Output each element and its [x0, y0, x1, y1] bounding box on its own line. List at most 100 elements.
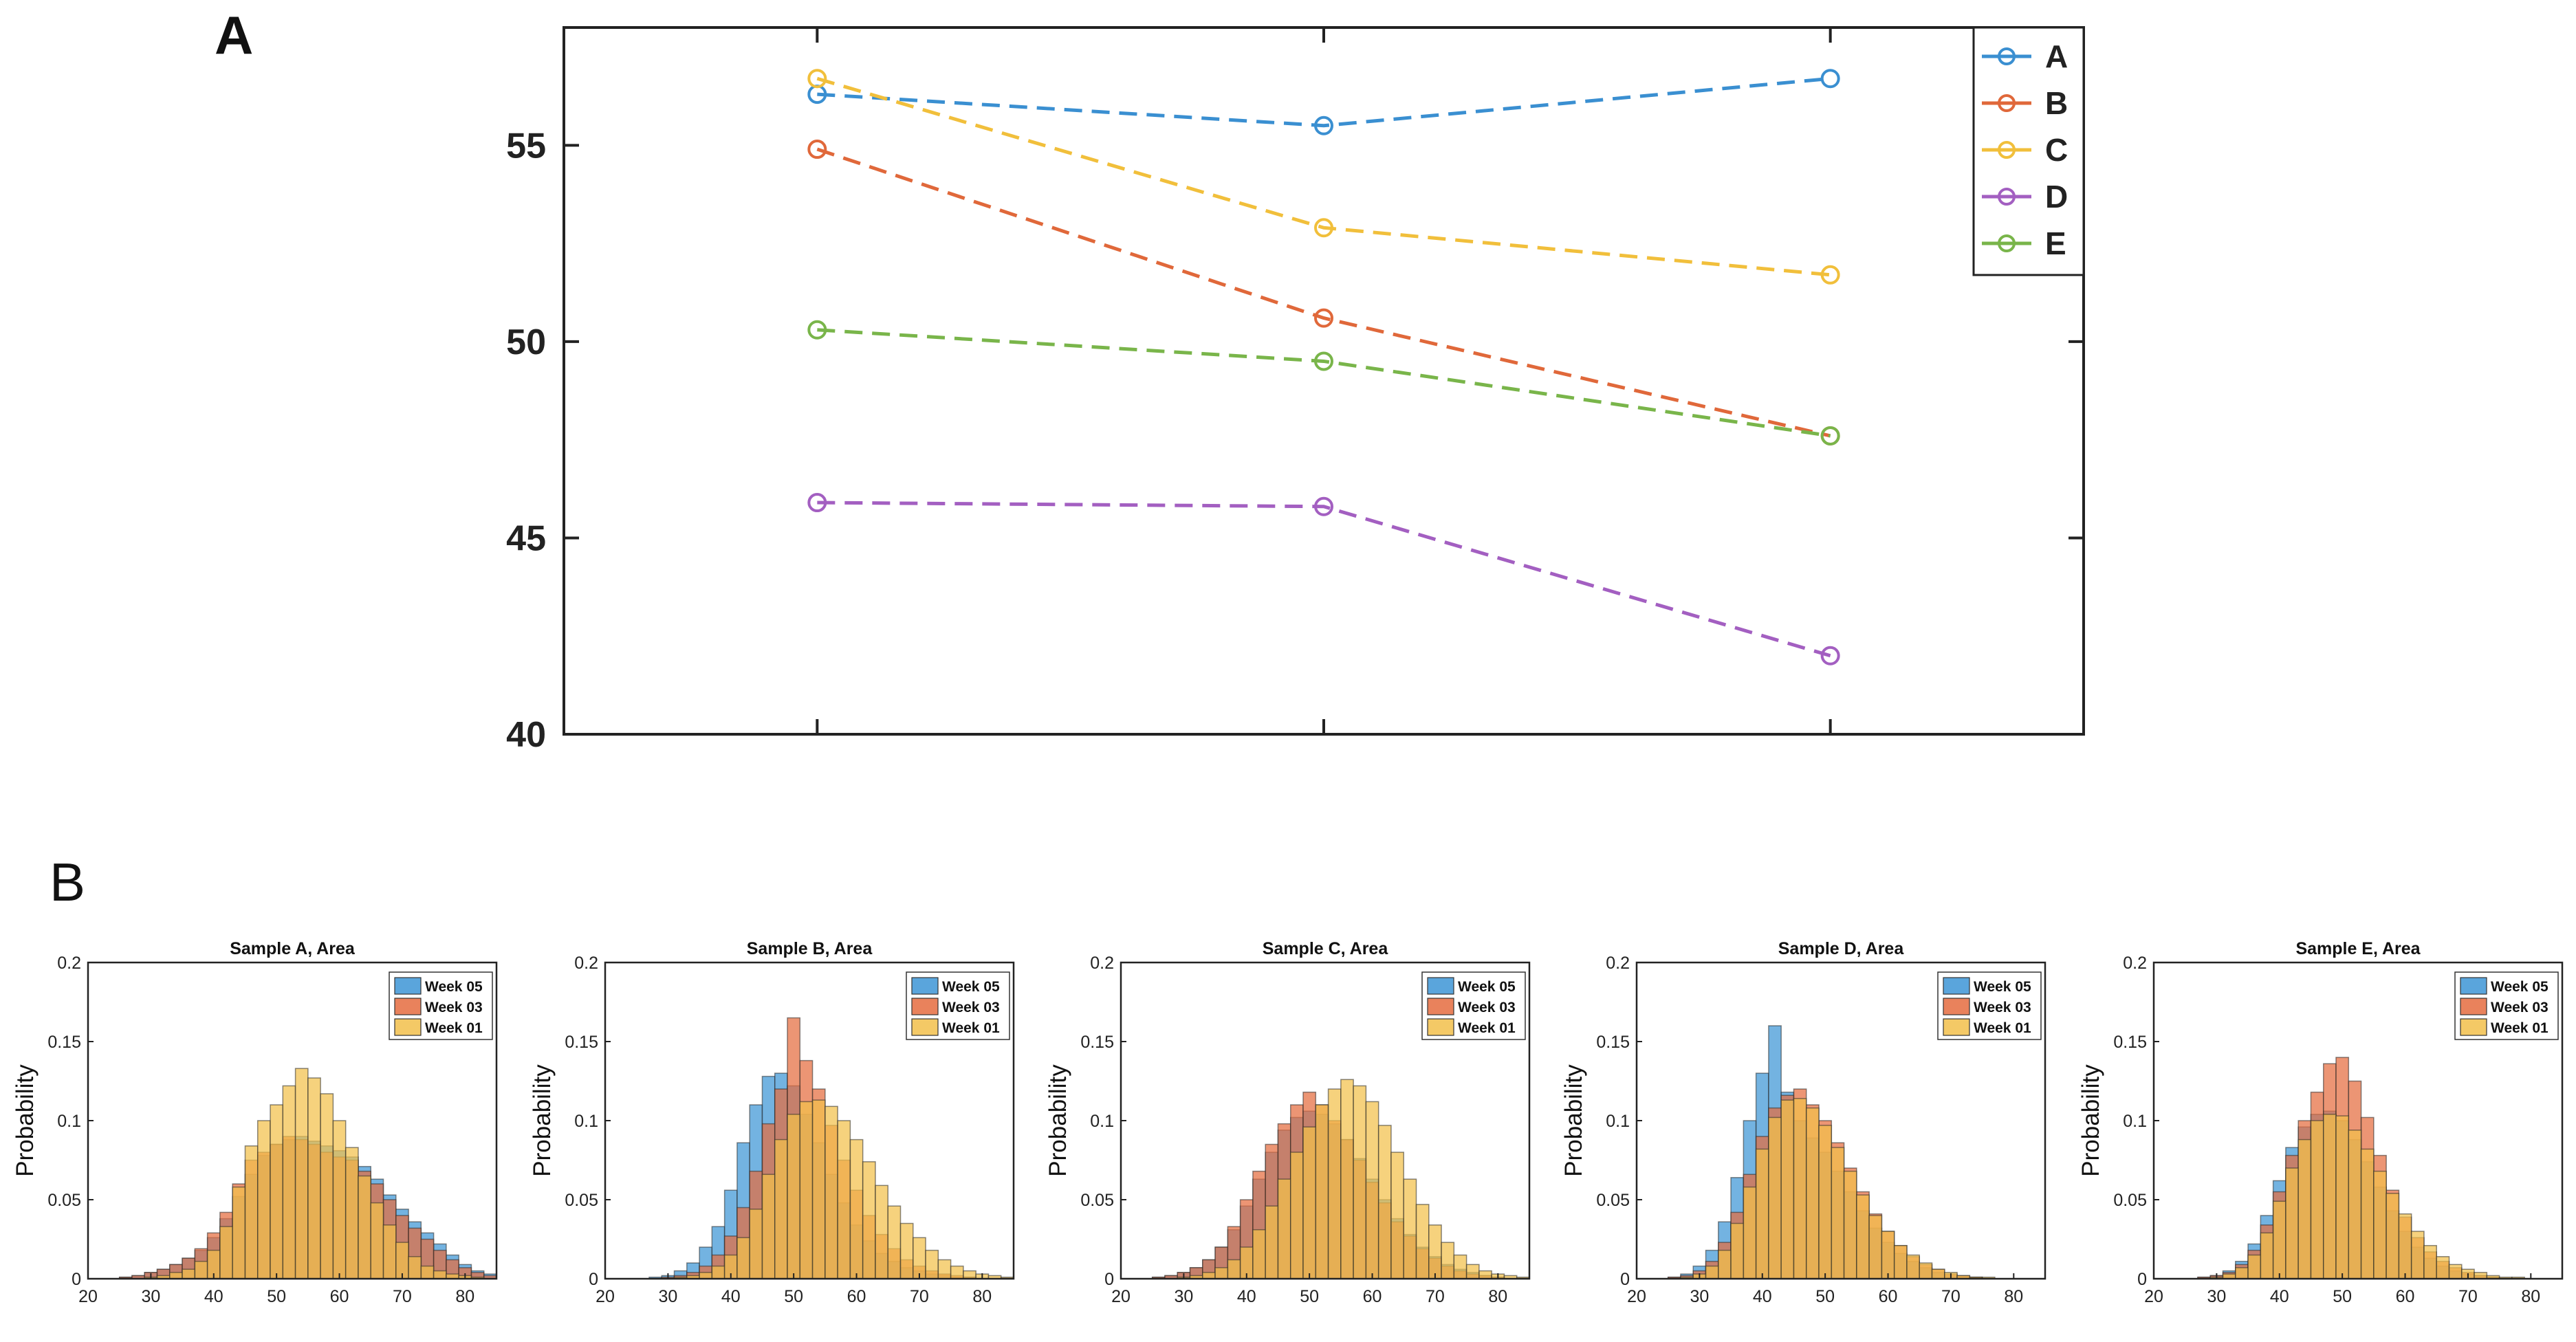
ytick-label: 0.1 — [57, 1112, 81, 1131]
histogram-bar — [1730, 1222, 1745, 1279]
histogram-bar — [1252, 1229, 1266, 1279]
xtick-label: 20 — [1627, 1287, 1646, 1306]
legend-label-week-01: Week 01 — [1974, 1020, 2031, 1036]
ytick-label: 0.05 — [2113, 1191, 2147, 1210]
histogram-bar — [420, 1265, 435, 1279]
histogram-bar — [370, 1202, 384, 1279]
ytick-label: 0.15 — [1596, 1033, 1630, 1052]
histogram-bar — [2474, 1272, 2488, 1279]
histogram-bar — [1805, 1107, 1820, 1279]
histogram-bar — [799, 1101, 814, 1279]
data-point-a — [1314, 116, 1333, 135]
xtick-label: 50 — [784, 1287, 803, 1306]
legend-label-d: D — [2045, 179, 2068, 214]
ytick-label: 0.1 — [1606, 1112, 1630, 1131]
histogram-bar — [408, 1256, 422, 1279]
histogram-bar — [849, 1138, 864, 1279]
legend-swatch-week-05 — [1943, 977, 1970, 995]
legend-label-week-05: Week 05 — [425, 979, 483, 995]
histogram-bar — [699, 1272, 713, 1279]
legend-swatch-week-05 — [911, 977, 939, 995]
data-point-e — [1820, 426, 1840, 446]
histogram-bar — [2310, 1120, 2324, 1279]
histogram-panel-sample-a-area: Sample A, Area 0 0.05 0.1 0.15 0.2 20 30 40 50 60 7… — [12, 939, 498, 1306]
histogram-bar — [1302, 1126, 1317, 1279]
histogram-bar — [925, 1249, 939, 1279]
xtick-label: 80 — [455, 1287, 474, 1306]
histogram-bar — [1265, 1205, 1279, 1279]
ytick-label: 0 — [589, 1270, 598, 1289]
panel-title: Sample C, Area — [1263, 939, 1389, 958]
histogram-bar — [787, 1114, 801, 1279]
xtick-label: 20 — [596, 1287, 615, 1306]
histogram-bar — [1818, 1125, 1833, 1279]
legend: Week 05 Week 03 Week 01 — [2454, 971, 2559, 1040]
panel-title: Sample D, Area — [1778, 939, 1905, 958]
histogram-bar — [2335, 1115, 2350, 1279]
histogram-bar — [875, 1185, 888, 1279]
xtick-label: 50 — [267, 1287, 286, 1306]
legend: Week 05 Week 03 Week 01 — [1421, 971, 1526, 1040]
histogram-bar — [182, 1268, 196, 1279]
legend-swatch-week-01 — [1427, 1018, 1454, 1036]
histogram-bar — [232, 1186, 246, 1279]
histogram-panels-b: Sample A, Area 0 0.05 0.1 0.15 0.2 20 30 40 50 60 7… — [12, 939, 2564, 1306]
histogram-bar — [1705, 1265, 1719, 1279]
xtick-label: 30 — [1690, 1287, 1709, 1306]
data-point-d — [1314, 496, 1333, 516]
histogram-bar — [1931, 1268, 1945, 1279]
series-line-b — [816, 147, 1831, 438]
histogram-bar — [862, 1161, 876, 1279]
histogram-bar — [2272, 1200, 2286, 1279]
histogram-bar — [1365, 1101, 1379, 1279]
legend-label-e: E — [2045, 226, 2066, 261]
ytick-label: 0.1 — [1090, 1112, 1114, 1131]
series-line-e — [817, 328, 1831, 438]
ytick-label: 0.2 — [57, 954, 81, 973]
histogram-bar — [2448, 1264, 2463, 1279]
histogram-bar — [1881, 1231, 1895, 1279]
histogram-bar — [1768, 1116, 1782, 1279]
xtick-label: 70 — [1941, 1287, 1961, 1306]
xtick-label: 60 — [1363, 1287, 1382, 1306]
histogram-bar — [1415, 1204, 1430, 1279]
xtick-label: 80 — [972, 1287, 992, 1306]
xtick-label: 30 — [1174, 1287, 1193, 1306]
histogram-bar — [937, 1259, 952, 1279]
xtick-label: 60 — [330, 1287, 349, 1306]
histogram-bar — [2297, 1138, 2312, 1279]
histogram-bar — [1390, 1152, 1404, 1279]
ytick-label: 0 — [72, 1270, 81, 1289]
data-point-c — [807, 69, 827, 89]
histogram-bar — [345, 1147, 359, 1279]
histogram-bar — [2285, 1167, 2299, 1279]
legend-label-week-01: Week 01 — [942, 1020, 1000, 1036]
legend-swatch-week-03 — [1427, 998, 1454, 1015]
histogram-panel-sample-d-area: Sample D, Area 0 0.05 0.1 0.15 0.2 20 30 40 50 60 7… — [1560, 939, 2046, 1306]
histogram-bar — [1465, 1264, 1480, 1279]
data-point-e — [1314, 351, 1333, 371]
legend-label-week-03: Week 03 — [1974, 1000, 2031, 1015]
xtick-label: 70 — [393, 1287, 412, 1306]
histogram-bar — [2360, 1148, 2375, 1279]
panel-label-b: B — [50, 852, 85, 912]
histogram-bar — [2247, 1254, 2262, 1279]
series-line-a — [817, 76, 1831, 128]
xtick-label: 30 — [658, 1287, 677, 1306]
xtick-label: 60 — [2396, 1287, 2415, 1306]
xtick-label: 20 — [78, 1287, 98, 1306]
histogram-bar — [963, 1270, 976, 1279]
histogram-bar — [1327, 1088, 1342, 1279]
histogram-bar — [219, 1226, 233, 1279]
histogram-bar — [244, 1145, 259, 1279]
histogram-bar — [256, 1120, 271, 1279]
histogram-bar — [332, 1120, 347, 1279]
histogram-bar — [1906, 1254, 1920, 1279]
histogram-bar — [1428, 1224, 1442, 1279]
panel-title: Sample E, Area — [2295, 939, 2421, 958]
legend-marker-b — [1998, 94, 2016, 112]
legend-label-week-05: Week 05 — [2491, 979, 2548, 995]
y-axis-label: Probability — [12, 1064, 39, 1177]
data-point-c — [1820, 265, 1840, 285]
